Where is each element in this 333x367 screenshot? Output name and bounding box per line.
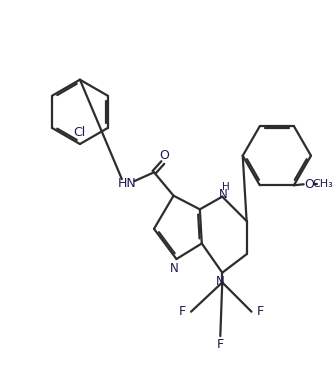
Text: N: N: [219, 188, 228, 201]
Text: H: H: [222, 182, 230, 192]
Text: CH₃: CH₃: [313, 179, 333, 189]
Text: N: N: [216, 275, 225, 288]
Text: F: F: [257, 305, 264, 318]
Text: N: N: [170, 262, 179, 275]
Text: O: O: [159, 149, 169, 162]
Text: F: F: [179, 305, 186, 318]
Text: Cl: Cl: [73, 126, 85, 139]
Text: F: F: [217, 338, 224, 351]
Text: O: O: [305, 178, 314, 191]
Text: HN: HN: [117, 177, 136, 189]
